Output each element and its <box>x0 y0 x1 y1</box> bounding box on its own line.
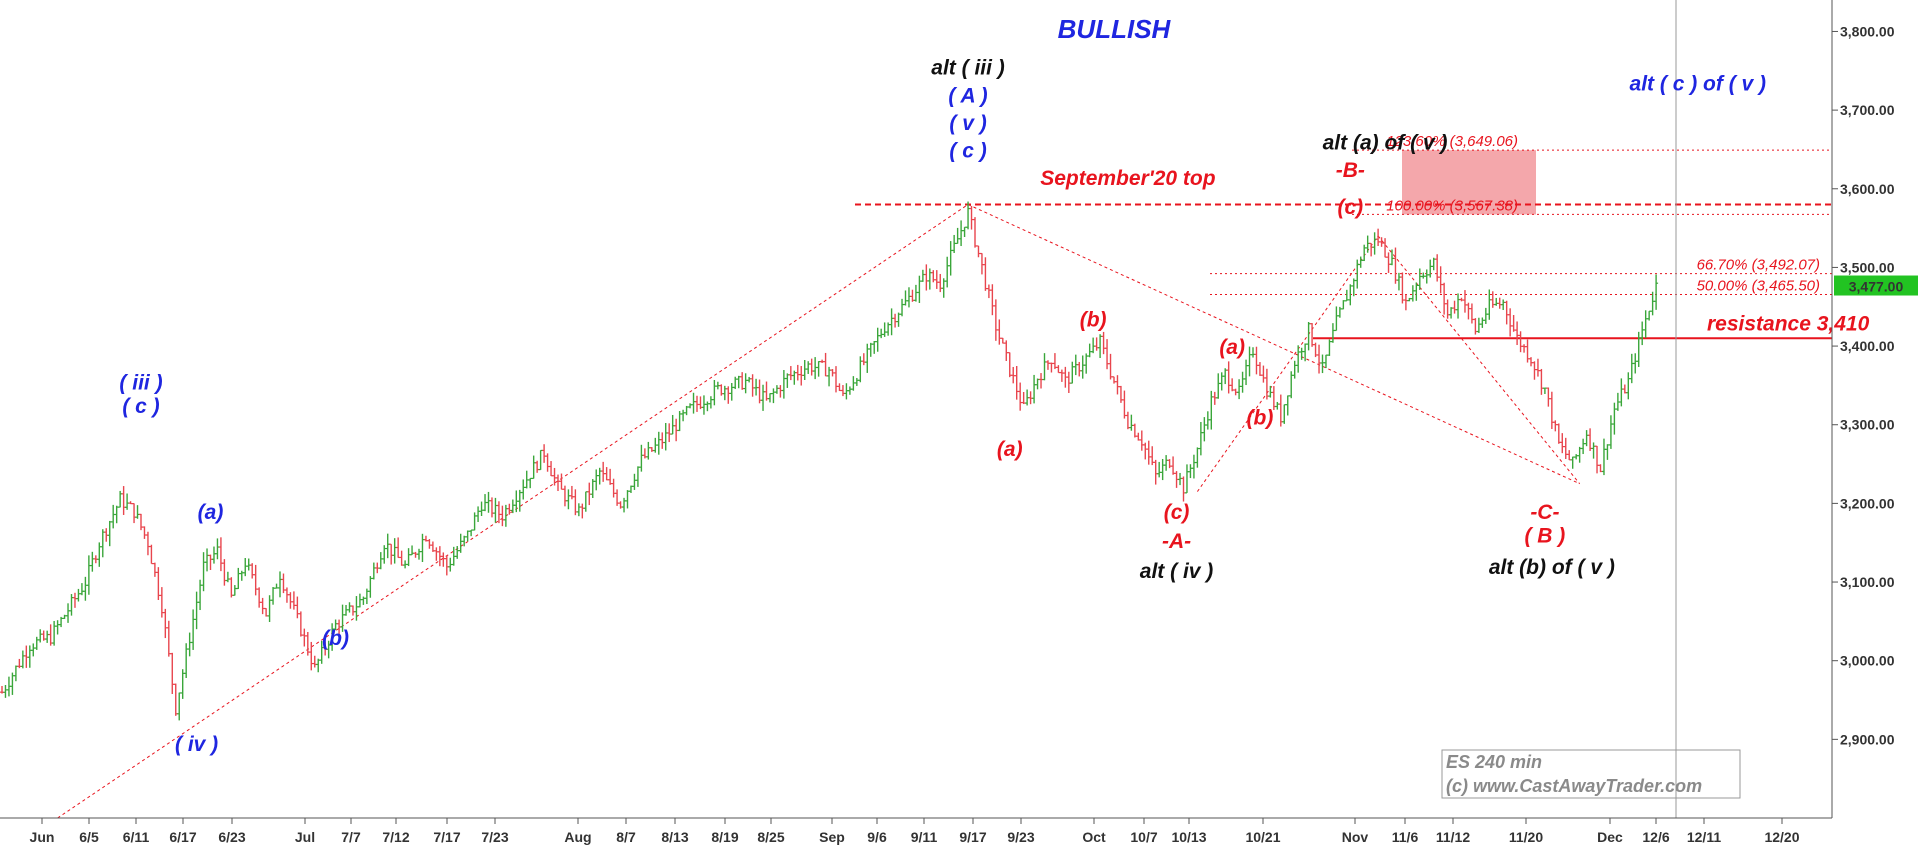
annotation-9: September'20 top <box>1040 167 1216 190</box>
fib-label-3: 100.00% (3,567.38) <box>1386 197 1518 214</box>
x-tick-label: 10/13 <box>1171 829 1206 845</box>
x-tick-label: 8/25 <box>757 829 784 845</box>
annotation-12: (c) <box>1164 501 1190 524</box>
y-tick-label: 3,200.00 <box>1840 495 1895 511</box>
x-tick-label: 7/17 <box>433 829 460 845</box>
wave-annotations: ( iii )( c )(a)( iv )(b)alt ( iii )( A )… <box>119 57 1869 756</box>
annotation-8: ( c ) <box>949 139 986 162</box>
x-tick-label: 9/6 <box>867 829 887 845</box>
annotation-11: (a) <box>997 438 1023 461</box>
annotation-23: alt ( c ) of ( v ) <box>1630 72 1767 95</box>
x-tick-label: 6/5 <box>79 829 99 845</box>
trendline-1 <box>967 204 1580 485</box>
x-tick-label: 7/23 <box>481 829 508 845</box>
annotation-16: (b) <box>1247 407 1274 430</box>
chart-title: BULLISH <box>1058 14 1172 44</box>
annotation-7: ( v ) <box>949 112 986 135</box>
y-axis-ticks: 2,900.00 3,000.00 3,100.00 3,200.00 3,300.00… <box>1832 23 1895 747</box>
watermark: ES 240 min (c) www.CastAwayTrader.com <box>1441 749 1741 799</box>
x-tick-label: 10/21 <box>1245 829 1280 845</box>
x-tick-label: Nov <box>1342 829 1369 845</box>
annotation-0: ( iii ) <box>119 371 162 394</box>
price-bar <box>1654 274 1659 310</box>
x-tick-label: 11/6 <box>1392 829 1419 845</box>
annotation-5: alt ( iii ) <box>931 57 1005 80</box>
x-tick-label: 10/7 <box>1130 829 1157 845</box>
annotation-19: (c) <box>1337 196 1363 219</box>
y-tick-label: 3,400.00 <box>1840 338 1895 354</box>
trendline-2 <box>1196 235 1379 492</box>
fib-label-4: 66.70% (3,492.07) <box>1697 257 1820 274</box>
x-tick-label: 8/7 <box>616 829 636 845</box>
last-price-tag: 3,477.00 <box>1834 275 1918 296</box>
x-tick-label: Jul <box>295 829 315 845</box>
annotation-14: alt ( iv ) <box>1140 560 1214 583</box>
x-tick-label: 12/11 <box>1687 829 1721 845</box>
x-tick-label: 6/17 <box>169 829 196 845</box>
x-tick-label: Jun <box>30 829 55 845</box>
x-tick-label: Dec <box>1597 829 1623 845</box>
y-tick-label: 3,300.00 <box>1840 417 1895 433</box>
annotation-15: (a) <box>1219 336 1245 359</box>
annotation-24: resistance 3,410 <box>1707 312 1870 335</box>
x-tick-label: 11/20 <box>1509 829 1543 845</box>
x-tick-label: 8/19 <box>711 829 738 845</box>
y-tick-label: 3,600.00 <box>1840 181 1895 197</box>
x-tick-label: 11/12 <box>1436 829 1470 845</box>
fib-label-2: 123.60% (3,649.06) <box>1386 133 1518 150</box>
annotation-1: ( c ) <box>122 395 159 418</box>
x-tick-label: 9/11 <box>911 829 938 845</box>
x-tick-label: 6/23 <box>218 829 245 845</box>
price-bars <box>0 201 1659 721</box>
x-tick-label: 7/7 <box>341 829 361 845</box>
x-tick-label: 9/23 <box>1007 829 1034 845</box>
watermark-line-2: (c) www.CastAwayTrader.com <box>1446 776 1702 796</box>
annotation-20: -C- <box>1530 501 1559 524</box>
annotation-2: (a) <box>198 501 224 524</box>
annotation-22: alt (b) of ( v ) <box>1489 556 1615 579</box>
y-tick-label: 3,000.00 <box>1840 653 1895 669</box>
x-tick-label: Aug <box>564 829 591 845</box>
x-tick-label: Oct <box>1082 829 1106 845</box>
last-price-label: 3,477.00 <box>1849 279 1904 295</box>
x-tick-label: 8/13 <box>661 829 688 845</box>
last-price-box <box>1834 275 1918 296</box>
y-tick-label: 3,500.00 <box>1840 259 1895 275</box>
horizontal-levels <box>855 149 1832 340</box>
y-tick-label: 3,800.00 <box>1840 23 1895 39</box>
y-tick-label: 2,900.00 <box>1840 731 1895 747</box>
annotation-21: ( B ) <box>1524 525 1565 548</box>
y-tick-label: 3,100.00 <box>1840 574 1895 590</box>
annotation-17: alt (a) of ( v ) <box>1323 131 1448 154</box>
x-tick-label: 12/20 <box>1764 829 1799 845</box>
annotation-18: -B- <box>1336 159 1365 182</box>
x-axis-ticks: Jun 6/5 6/11 6/17 6/23 Jul 7/7 7/12 7/17 7/23 Aug 8… <box>30 818 1800 845</box>
fib-label-5: 50.00% (3,465.50) <box>1697 278 1820 295</box>
x-tick-label: Sep <box>819 829 845 845</box>
annotation-6: ( A ) <box>948 84 987 107</box>
trendline-3 <box>1377 235 1581 485</box>
x-tick-label: 6/11 <box>123 829 150 845</box>
annotation-10: (b) <box>1080 308 1107 331</box>
annotation-3: ( iv ) <box>175 733 218 756</box>
y-tick-label: 3,700.00 <box>1840 102 1895 118</box>
x-tick-label: 7/12 <box>382 829 409 845</box>
watermark-line-1: ES 240 min <box>1446 752 1542 772</box>
x-tick-label: 12/6 <box>1642 829 1669 845</box>
x-tick-label: 9/17 <box>959 829 986 845</box>
fib-labels: 123.60% (3,649.06) 100.00% (3,567.38) 66.7… <box>1386 133 1820 294</box>
annotation-4: (b) <box>322 627 349 650</box>
annotation-13: -A- <box>1162 530 1191 553</box>
